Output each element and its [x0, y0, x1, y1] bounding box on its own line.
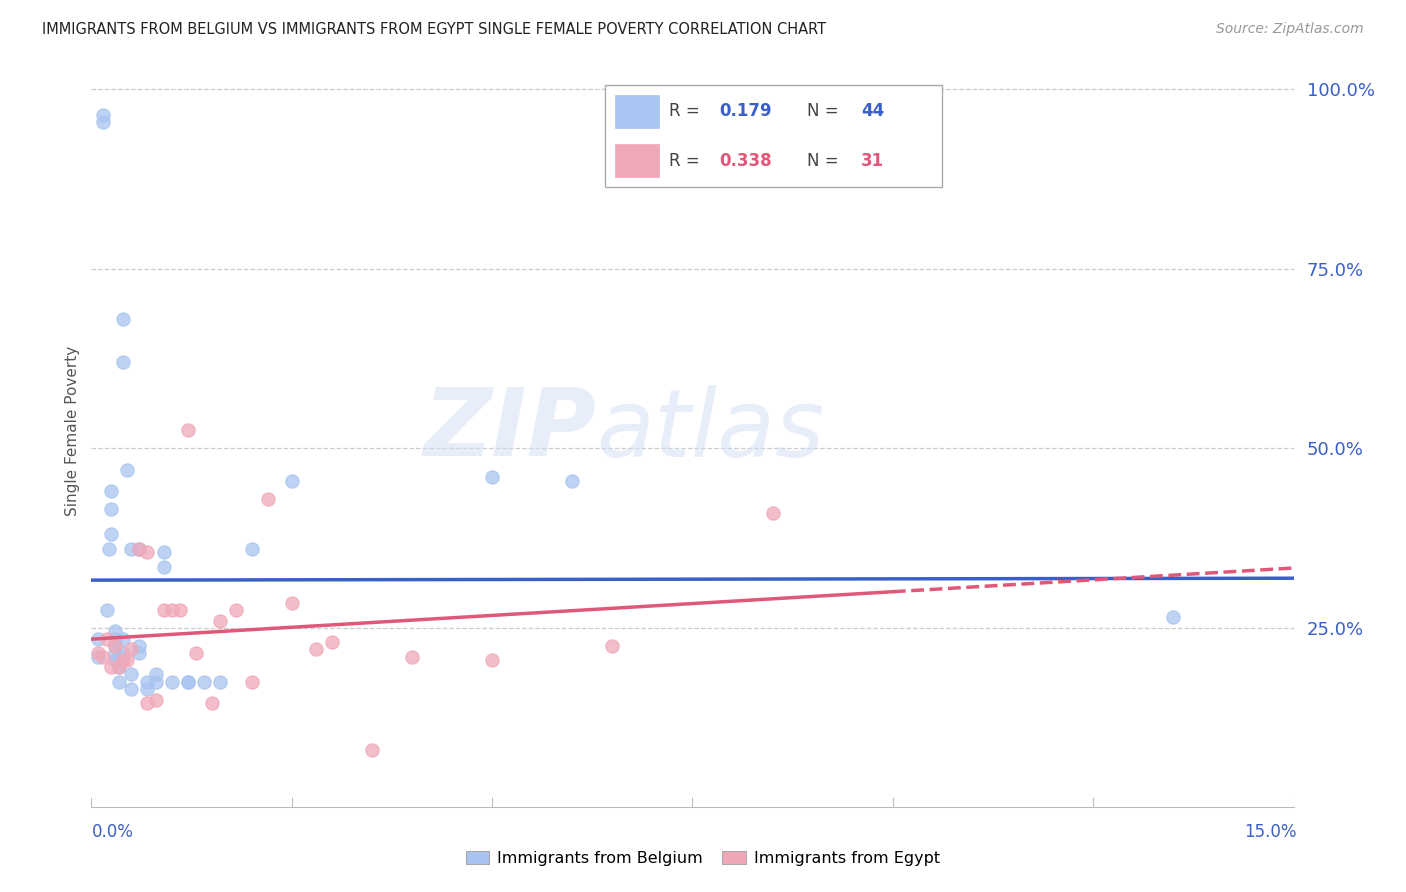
Point [100, 660, 122, 674]
Point [145, 674, 167, 689]
Point [112, 632, 135, 646]
Point [93, 114, 115, 128]
Point [111, 649, 134, 664]
Point [121, 642, 143, 657]
Point [360, 743, 382, 757]
Text: R =: R = [669, 152, 704, 169]
Point [117, 463, 139, 477]
Y-axis label: Single Female Poverty: Single Female Poverty [65, 345, 80, 516]
Point [602, 639, 624, 653]
Point [93, 649, 115, 664]
Text: 0.179: 0.179 [720, 103, 772, 120]
Text: N =: N = [807, 103, 844, 120]
Point [176, 424, 198, 438]
Point [104, 639, 127, 653]
Text: N =: N = [807, 152, 844, 169]
Point [762, 506, 785, 520]
Point [1163, 610, 1185, 624]
Point [100, 527, 122, 541]
Point [112, 646, 135, 660]
Point [481, 470, 503, 484]
Text: 0.0%: 0.0% [91, 822, 134, 840]
Point [561, 474, 583, 488]
Point [104, 624, 127, 639]
Legend: Immigrants from Belgium, Immigrants from Egypt: Immigrants from Belgium, Immigrants from… [460, 845, 946, 872]
Point [152, 603, 174, 617]
Point [281, 596, 304, 610]
Text: 0.338: 0.338 [720, 152, 772, 169]
Point [128, 646, 150, 660]
Point [128, 639, 150, 653]
Point [256, 491, 278, 506]
Point [136, 674, 159, 689]
Text: ZIP: ZIP [423, 384, 596, 476]
Point [136, 681, 159, 696]
Point [87, 632, 110, 646]
Point [136, 545, 159, 559]
FancyBboxPatch shape [614, 145, 658, 177]
Text: IMMIGRANTS FROM BELGIUM VS IMMIGRANTS FROM EGYPT SINGLE FEMALE POVERTY CORRELATI: IMMIGRANTS FROM BELGIUM VS IMMIGRANTS FR… [42, 22, 827, 37]
Point [104, 653, 127, 667]
Point [160, 674, 183, 689]
Text: 15.0%: 15.0% [1244, 822, 1296, 840]
Point [208, 674, 231, 689]
Point [108, 660, 131, 674]
Point [98, 541, 121, 556]
Point [104, 632, 127, 646]
Point [240, 674, 263, 689]
Point [145, 667, 167, 681]
Point [108, 674, 131, 689]
Point [96, 603, 118, 617]
Point [121, 667, 143, 681]
FancyBboxPatch shape [614, 95, 658, 128]
Point [112, 653, 135, 667]
Point [100, 502, 122, 516]
Point [112, 355, 135, 369]
Point [121, 681, 143, 696]
Point [225, 603, 247, 617]
Point [117, 653, 139, 667]
Point [169, 603, 191, 617]
Point [176, 674, 198, 689]
Point [193, 674, 215, 689]
Point [112, 312, 135, 326]
Text: 44: 44 [860, 103, 884, 120]
Point [401, 649, 423, 664]
Point [87, 646, 110, 660]
Point [481, 653, 503, 667]
Point [108, 660, 131, 674]
Point [128, 541, 150, 556]
Text: atlas: atlas [596, 384, 824, 476]
Point [87, 649, 110, 664]
Point [104, 639, 127, 653]
Point [281, 474, 304, 488]
Point [321, 635, 343, 649]
Point [208, 614, 231, 628]
Point [96, 632, 118, 646]
Point [240, 541, 263, 556]
Point [184, 646, 207, 660]
FancyBboxPatch shape [605, 85, 942, 187]
Text: R =: R = [669, 103, 704, 120]
Point [93, 107, 115, 121]
Point [152, 545, 174, 559]
Point [305, 642, 328, 657]
Point [160, 603, 183, 617]
Point [104, 646, 127, 660]
Point [152, 559, 174, 574]
Point [100, 484, 122, 499]
Point [145, 692, 167, 706]
Text: Source: ZipAtlas.com: Source: ZipAtlas.com [1216, 22, 1364, 37]
Point [136, 696, 159, 710]
Point [176, 674, 198, 689]
Point [201, 696, 224, 710]
Text: 31: 31 [860, 152, 884, 169]
Point [121, 541, 143, 556]
Point [128, 541, 150, 556]
